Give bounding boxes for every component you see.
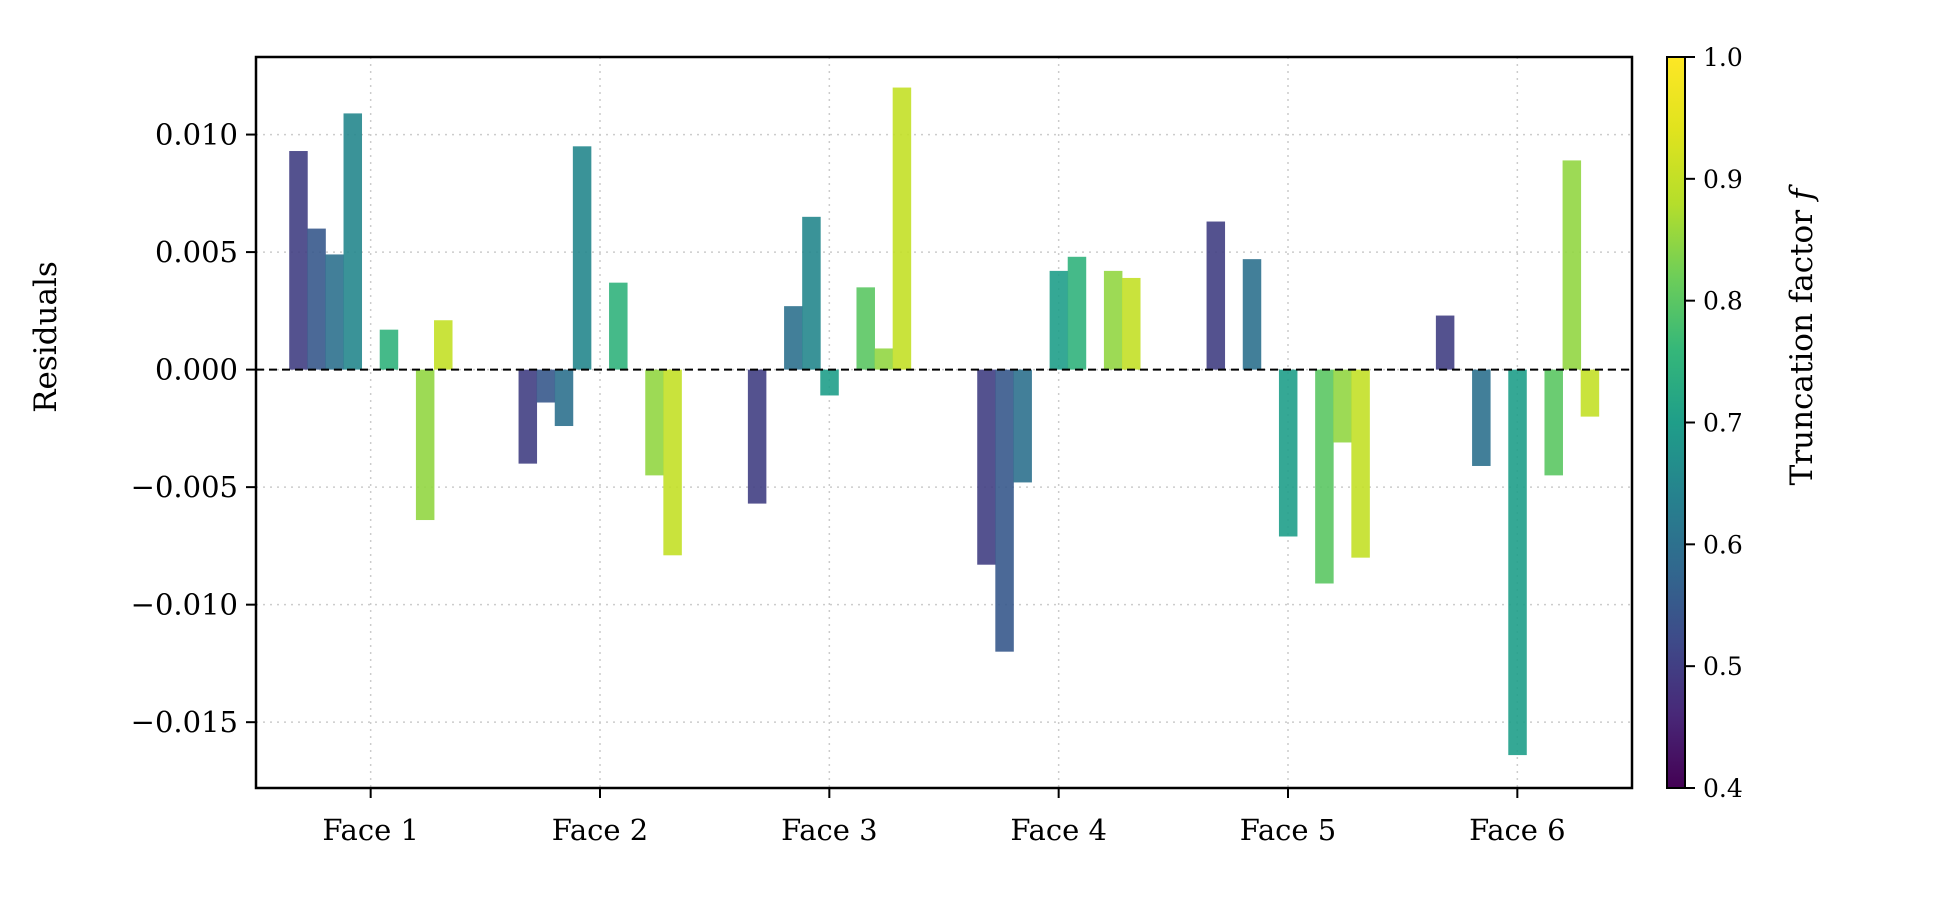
colorbar-tick-label: 1.0 — [1703, 43, 1743, 72]
x-tick-label: Face 4 — [1010, 813, 1107, 847]
bar — [536, 369, 556, 403]
bar — [289, 151, 308, 370]
y-tick-label: 0.010 — [155, 118, 238, 152]
bar — [1508, 369, 1527, 756]
colorbar-label: Truncation factor f — [1784, 183, 1820, 485]
y-tick-label: −0.005 — [131, 470, 238, 504]
bar — [977, 369, 996, 565]
colorbar-tick-label: 0.9 — [1703, 165, 1743, 194]
y-axis-label: Residuals — [28, 261, 64, 413]
bar — [572, 146, 592, 370]
colorbar-tick-label: 0.7 — [1703, 409, 1743, 438]
bar — [663, 369, 682, 556]
bar — [1472, 369, 1491, 466]
x-tick-label: Face 5 — [1240, 813, 1337, 847]
bar — [1278, 369, 1298, 537]
bar — [802, 216, 821, 370]
bar — [307, 228, 326, 370]
bar — [554, 369, 574, 427]
x-tick-label: Face 2 — [552, 813, 649, 847]
bar — [1067, 256, 1087, 370]
x-tick-label: Face 6 — [1469, 813, 1566, 847]
plot-frame — [254, 55, 1634, 790]
bar — [995, 369, 1014, 652]
bar — [415, 369, 435, 521]
bar — [1242, 259, 1262, 370]
colorbar-tick-label: 0.5 — [1703, 652, 1743, 681]
bar — [1562, 160, 1582, 370]
bar — [645, 369, 664, 476]
bar — [518, 369, 538, 464]
x-axis-ticks: Face 1 Face 2 Face 3 Face 4 Face 5 Face 6 — [322, 788, 1566, 847]
colorbar — [1666, 56, 1686, 789]
grid-lines — [256, 57, 1632, 788]
y-tick-label: 0.000 — [155, 353, 238, 387]
colorbar-ticks: 0.4 0.5 0.6 0.7 0.8 0.9 1.0 — [1685, 43, 1743, 803]
colorbar-tick-label: 0.4 — [1703, 774, 1743, 803]
bar — [1013, 369, 1032, 483]
bar — [1206, 221, 1226, 370]
bar — [379, 329, 399, 370]
x-tick-label: Face 1 — [322, 813, 419, 847]
bar — [1103, 270, 1123, 370]
bar — [820, 369, 839, 396]
bar — [747, 369, 767, 504]
bar — [892, 87, 912, 370]
bar — [856, 287, 875, 370]
bar — [1580, 369, 1600, 417]
colorbar-label-text: Truncation factor — [1784, 200, 1820, 485]
colorbar-tick-label: 0.8 — [1703, 287, 1743, 316]
x-tick-label: Face 3 — [781, 813, 878, 847]
bar — [343, 113, 363, 370]
y-tick-label: −0.010 — [131, 588, 238, 622]
bar — [1351, 369, 1370, 558]
bar — [1544, 369, 1563, 476]
y-tick-label: −0.015 — [131, 705, 238, 739]
bar — [1435, 315, 1455, 370]
y-axis-ticks: 0.010 0.005 0.000 −0.005 −0.010 −0.015 — [131, 118, 256, 739]
bar — [1333, 369, 1352, 443]
bar — [609, 282, 628, 370]
colorbar-label-symbol: f — [1784, 183, 1820, 202]
bar — [1049, 270, 1069, 370]
bar — [1315, 369, 1334, 584]
bar — [874, 348, 894, 370]
colorbar-tick-label: 0.6 — [1703, 530, 1743, 559]
bar — [784, 306, 803, 370]
bar — [434, 320, 453, 370]
bars — [289, 87, 1600, 756]
bar — [325, 254, 344, 370]
bar — [1122, 277, 1141, 370]
y-tick-label: 0.005 — [155, 235, 238, 269]
